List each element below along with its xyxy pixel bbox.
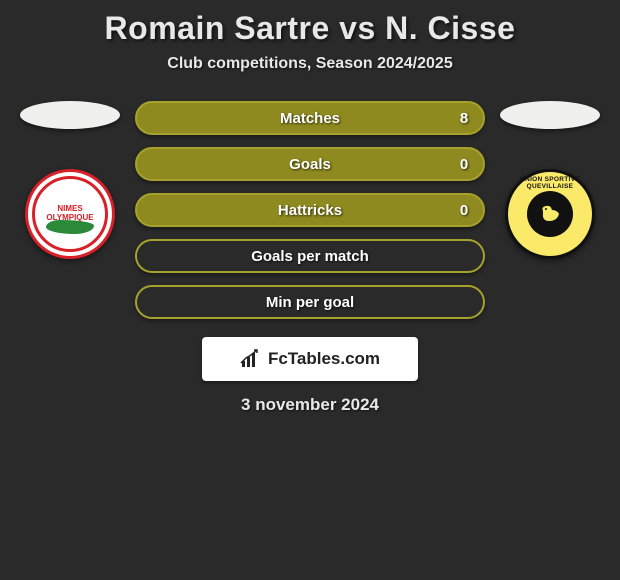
page-title: Romain Sartre vs N. Cisse — [0, 10, 620, 47]
stat-label: Matches — [175, 110, 445, 127]
stats-column: Matches8Goals0Hattricks0Goals per matchM… — [135, 101, 485, 319]
stat-label: Min per goal — [175, 294, 445, 311]
right-club-badge: UNION SPORTIVE QUEVILLAISE — [505, 169, 595, 259]
stat-label: Goals per match — [175, 248, 445, 265]
stat-right-value: 0 — [445, 156, 483, 173]
stat-row: Goals0 — [135, 147, 485, 181]
logo-text: FcTables.com — [268, 349, 380, 369]
right-country-flag — [500, 101, 600, 129]
stat-label: Hattricks — [175, 202, 445, 219]
left-player-column: NIMES OLYMPIQUE — [15, 101, 125, 259]
left-country-flag — [20, 101, 120, 129]
date-text: 3 november 2024 — [0, 395, 620, 415]
stat-row: Matches8 — [135, 101, 485, 135]
fctables-logo: FcTables.com — [202, 337, 418, 381]
subtitle: Club competitions, Season 2024/2025 — [0, 55, 620, 73]
bar-chart-icon — [240, 349, 262, 369]
comparison-card: Romain Sartre vs N. Cisse Club competiti… — [0, 0, 620, 425]
duck-icon — [527, 191, 573, 237]
stat-row: Min per goal — [135, 285, 485, 319]
left-club-name: NIMES OLYMPIQUE — [36, 205, 104, 223]
main-row: NIMES OLYMPIQUE Matches8Goals0Hattricks0… — [0, 101, 620, 319]
left-club-badge: NIMES OLYMPIQUE — [25, 169, 115, 259]
stat-row: Goals per match — [135, 239, 485, 273]
right-club-name: UNION SPORTIVE QUEVILLAISE — [508, 176, 592, 190]
right-player-column: UNION SPORTIVE QUEVILLAISE — [495, 101, 605, 259]
stat-row: Hattricks0 — [135, 193, 485, 227]
stat-label: Goals — [175, 156, 445, 173]
stat-right-value: 0 — [445, 202, 483, 219]
stat-right-value: 8 — [445, 110, 483, 127]
